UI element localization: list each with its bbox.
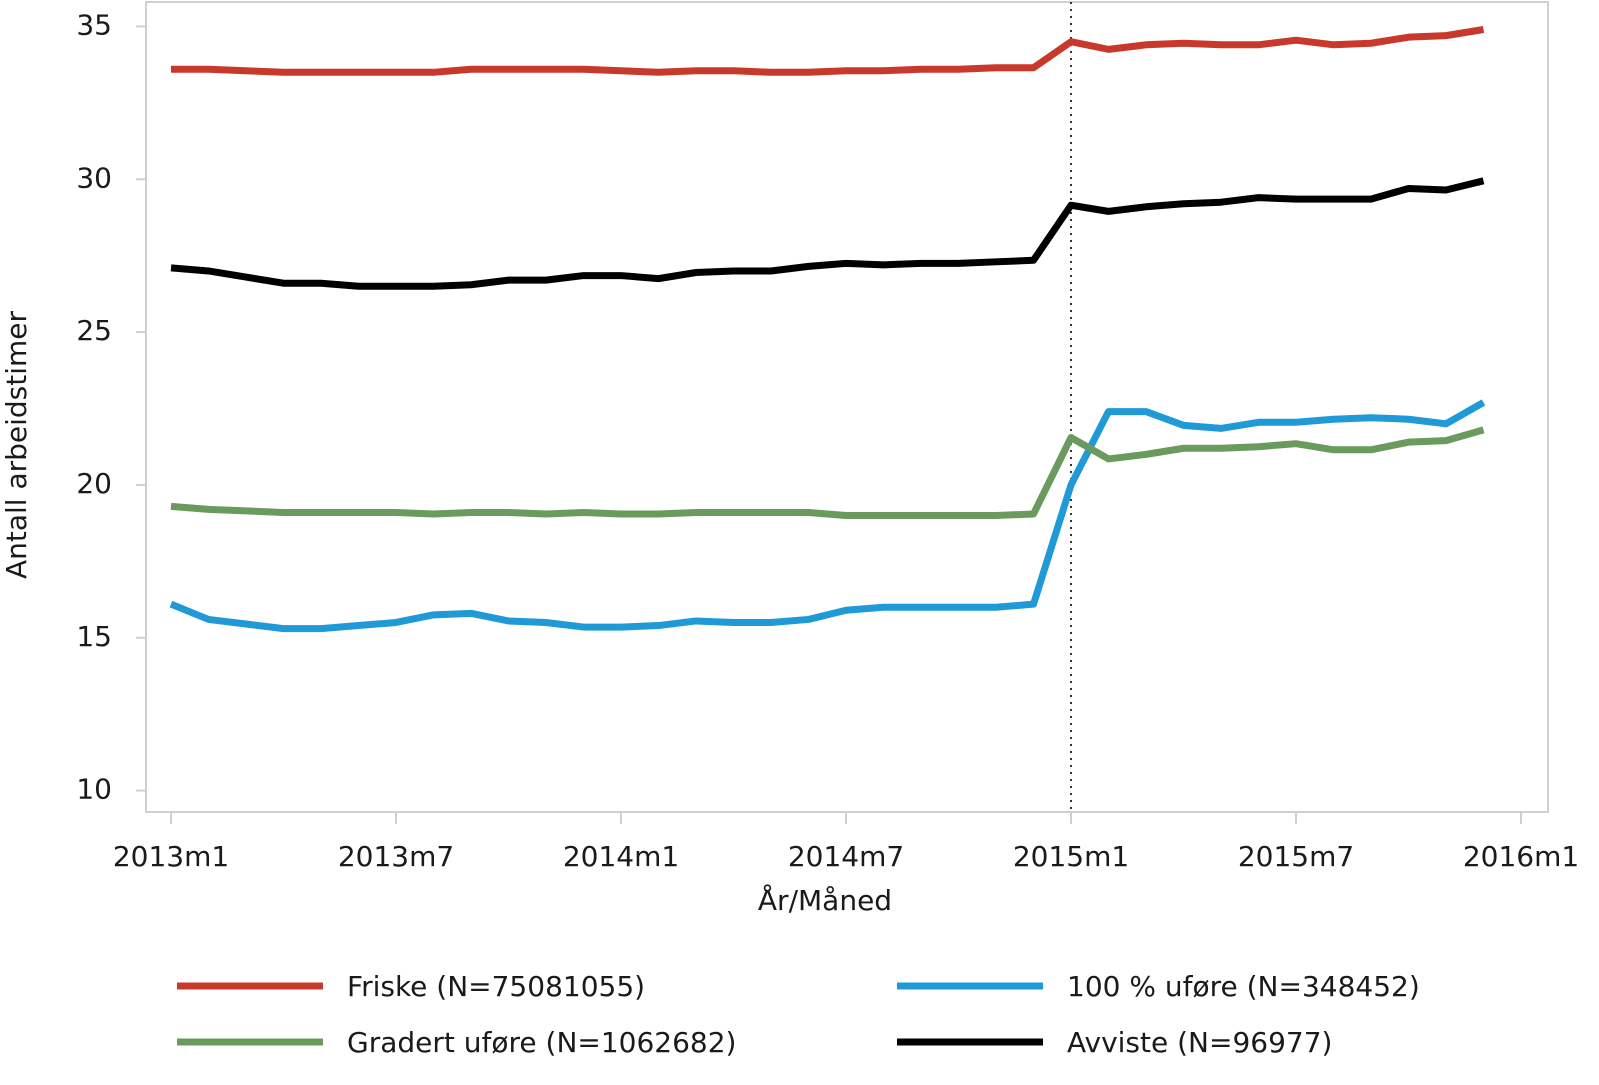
x-tick-label: 2015m7 <box>1238 840 1354 873</box>
series-line <box>170 177 1485 290</box>
y-tick-label: 10 <box>76 773 112 806</box>
x-tick-label: 2015m1 <box>1013 840 1129 873</box>
legend-label: Friske (N=75081055) <box>347 970 645 1003</box>
x-axis-label: År/Måned <box>758 883 892 917</box>
series-line <box>170 426 1485 520</box>
y-tick-label: 20 <box>76 467 112 500</box>
series-line <box>169 399 1486 633</box>
y-tick-label: 30 <box>76 161 112 194</box>
y-tick-label: 15 <box>76 620 112 653</box>
series-line <box>171 26 1485 76</box>
legend-label: Avviste (N=96977) <box>1067 1026 1332 1059</box>
y-tick-label: 35 <box>76 8 112 41</box>
y-axis-label: Antall arbeidstimer <box>0 310 33 579</box>
x-tick-label: 2014m7 <box>788 840 904 873</box>
y-tick-label: 25 <box>76 314 112 347</box>
legend-label: 100 % uføre (N=348452) <box>1067 970 1420 1003</box>
x-tick-label: 2013m1 <box>113 840 229 873</box>
x-tick-label: 2013m7 <box>338 840 454 873</box>
x-tick-label: 2014m1 <box>563 840 679 873</box>
plot-frame <box>145 1 1549 813</box>
legend-label: Gradert uføre (N=1062682) <box>347 1026 736 1059</box>
x-tick-label: 2016m1 <box>1463 840 1579 873</box>
